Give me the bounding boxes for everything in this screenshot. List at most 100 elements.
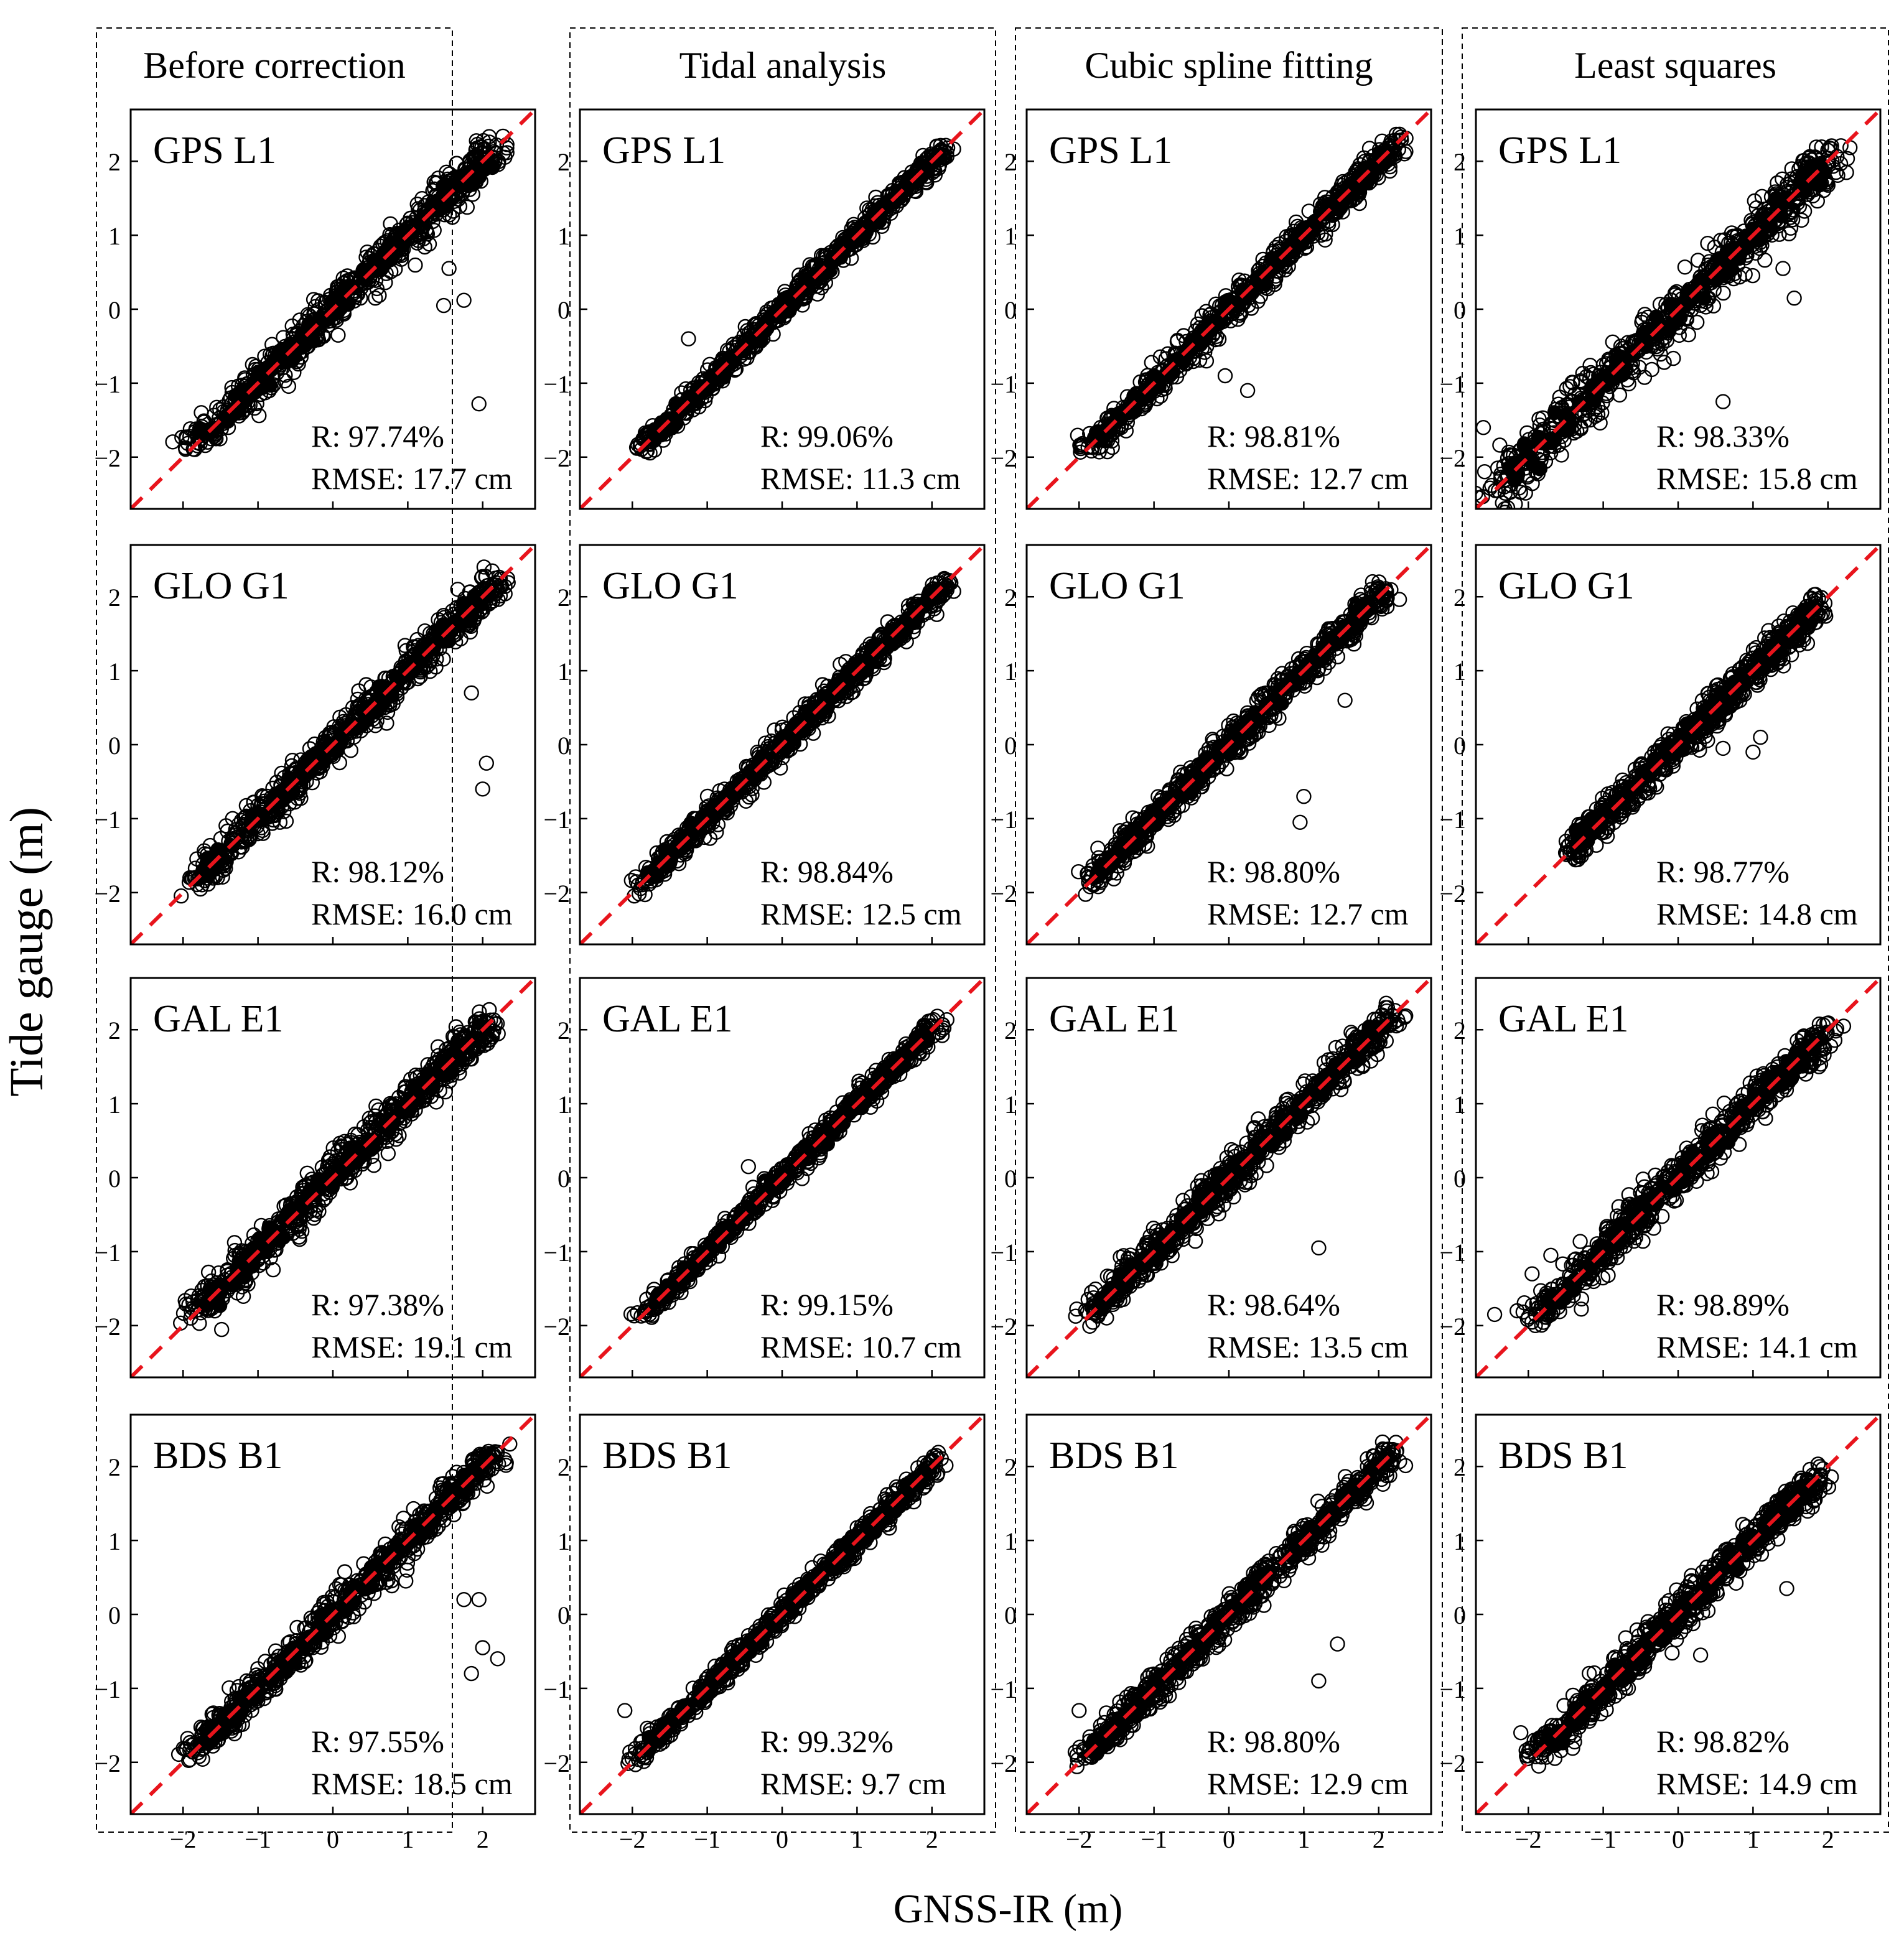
- data-point: [1498, 505, 1512, 509]
- data-point: [281, 378, 297, 394]
- data-point: [474, 570, 490, 585]
- data-point: [379, 715, 394, 731]
- data-point: [1192, 352, 1208, 368]
- scatter-points: [1071, 574, 1407, 902]
- y-tick-label: 0: [108, 296, 121, 324]
- data-point: [1499, 508, 1506, 509]
- data-point: [1547, 431, 1562, 447]
- outlier-point: [1715, 394, 1731, 409]
- data-point: [1087, 430, 1103, 445]
- panel-rmse-value: RMSE: 12.5 cm: [760, 896, 962, 931]
- data-point: [1794, 212, 1809, 228]
- column-box-2: [569, 27, 996, 1833]
- y-tick-label: −2: [543, 444, 570, 472]
- y-tick-label: 1: [1004, 222, 1017, 250]
- data-point: [1132, 392, 1148, 407]
- data-point: [1492, 437, 1508, 453]
- data-point: [874, 642, 889, 658]
- data-point: [705, 373, 721, 389]
- data-point: [1258, 276, 1273, 292]
- data-point: [251, 407, 267, 424]
- column-title-least-squares: Least squares: [1574, 45, 1776, 86]
- y-tick-label: 2: [558, 584, 570, 612]
- data-point: [1681, 327, 1697, 343]
- panel-r-value: R: 98.81%: [1207, 419, 1340, 454]
- data-point: [738, 341, 754, 356]
- data-point: [178, 429, 194, 445]
- panel-rmse-value: RMSE: 11.3 cm: [760, 461, 961, 496]
- data-point: [174, 888, 189, 904]
- data-point: [500, 575, 516, 590]
- data-point: [459, 199, 475, 215]
- y-tick-label: −2: [543, 880, 570, 908]
- data-point: [1500, 500, 1516, 509]
- data-point: [1525, 457, 1541, 472]
- y-tick-label: −1: [94, 806, 121, 834]
- data-point: [394, 236, 410, 251]
- data-point: [467, 589, 482, 604]
- reference-line-1to1: [580, 109, 984, 509]
- y-tick-label: −2: [990, 444, 1017, 472]
- data-point: [419, 224, 434, 240]
- data-point: [899, 177, 915, 193]
- data-point: [1487, 483, 1503, 498]
- reference-line-1to1: [1027, 109, 1431, 509]
- reference-line-1to1: [131, 109, 535, 509]
- column-titles: Before correction Tidal analysis Cubic spl…: [143, 45, 1776, 86]
- panel-signal-label: GPS L1: [153, 129, 276, 172]
- data-point: [1317, 203, 1333, 219]
- data-point: [383, 216, 398, 231]
- reference-line-1to1: [1476, 109, 1880, 509]
- data-point: [1073, 437, 1089, 453]
- scatter-points: [623, 570, 961, 904]
- data-point: [1123, 401, 1138, 417]
- data-point: [408, 257, 423, 273]
- data-point: [1547, 405, 1562, 421]
- reference-line-1to1: [580, 545, 984, 944]
- panel-r-value: R: 99.06%: [760, 419, 894, 454]
- data-point: [1712, 253, 1727, 269]
- outlier-point: [1775, 261, 1791, 276]
- column-box-4: [1462, 27, 1889, 1833]
- data-point: [1070, 427, 1086, 443]
- y-tick-label: −1: [543, 370, 570, 398]
- data-point: [1808, 139, 1824, 155]
- data-point: [1833, 138, 1849, 154]
- data-point: [707, 806, 723, 822]
- data-point: [1686, 290, 1701, 305]
- data-point: [417, 239, 432, 255]
- y-tick-label: 0: [108, 732, 121, 760]
- data-point: [1390, 133, 1406, 149]
- data-point: [327, 738, 342, 754]
- data-point: [1715, 285, 1731, 301]
- data-point: [470, 136, 485, 152]
- data-point: [1745, 268, 1761, 284]
- data-point: [941, 573, 958, 589]
- data-point: [777, 291, 793, 307]
- outlier-point: [1217, 368, 1233, 384]
- y-tick-label: 1: [108, 658, 121, 686]
- data-point: [455, 595, 471, 611]
- column-title-cubic-spline-fitting: Cubic spline fitting: [1085, 45, 1373, 86]
- data-point: [738, 793, 754, 809]
- data-point: [1811, 177, 1827, 192]
- data-point: [1396, 146, 1412, 162]
- data-point: [368, 291, 383, 306]
- y-tick-label: 0: [558, 296, 570, 324]
- outlier-point: [471, 396, 487, 412]
- data-point: [1078, 887, 1093, 902]
- data-point: [1661, 324, 1677, 339]
- panel-r-value: R: 98.84%: [760, 854, 894, 889]
- data-point: [1587, 409, 1603, 424]
- data-point: [398, 643, 414, 659]
- panel-r-value: R: 98.12%: [311, 854, 444, 889]
- panel-rmse-value: RMSE: 16.0 cm: [311, 896, 513, 931]
- data-point: [1497, 485, 1513, 501]
- data-point: [1775, 171, 1790, 187]
